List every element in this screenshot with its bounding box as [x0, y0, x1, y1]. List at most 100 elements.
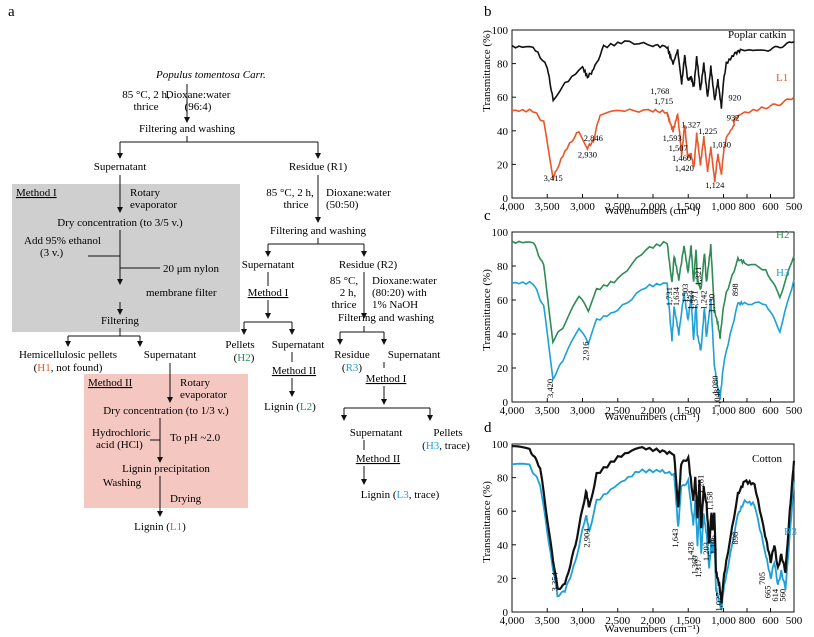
- y-tick-label: 40: [497, 540, 509, 552]
- series-cotton-line: [511, 445, 796, 604]
- residue-r3: Residue: [334, 349, 370, 361]
- xlabel-d: Wavenumbers (cm⁻¹): [604, 623, 700, 635]
- peak-label: 1,281: [696, 475, 706, 494]
- rotary2: Rotary: [180, 377, 210, 389]
- peak-label: 3,354: [550, 571, 560, 591]
- peak-label: 2,904: [581, 528, 591, 548]
- pellets-h3-code: (H3, trace): [422, 440, 470, 452]
- peak-label: 1,593: [663, 133, 682, 143]
- peak-label: 3,415: [544, 173, 563, 183]
- r2-left3: thrice: [331, 299, 356, 311]
- y-tick-label: 20: [497, 159, 509, 171]
- r1-right: Dioxane:water: [326, 187, 391, 199]
- x-tick-label: 500: [786, 405, 803, 417]
- ticks-b: 0 20 40 60 80 100 4,000 3,500 3,000 2,500 2,000 1,5…: [492, 25, 803, 213]
- panel-letter-c: c: [484, 208, 491, 224]
- peak-label: 2,930: [578, 150, 597, 160]
- peak-label: 1,124: [705, 180, 725, 190]
- y-tick-label: 100: [492, 439, 509, 451]
- x-tick-label: 3,000: [570, 405, 595, 417]
- residue-r3-code: (R3): [342, 362, 363, 374]
- x-tick-label: 800: [739, 405, 756, 417]
- peak-label: 898: [730, 283, 740, 296]
- y-tick-label: 100: [492, 25, 509, 37]
- r2-right3: 1% NaOH: [372, 299, 418, 311]
- peak-label: 1,321: [693, 267, 703, 286]
- drying-label: Drying: [170, 493, 202, 505]
- r2-right1: Dioxane:water: [372, 275, 437, 287]
- peak-label: 1,203: [701, 542, 711, 561]
- dryconc1: Dry concentration (to 3/5 v.): [57, 217, 183, 229]
- method-i-box: [12, 184, 240, 332]
- x-tick-label: 3,500: [535, 615, 560, 627]
- y-tick-label: 20: [497, 573, 509, 585]
- supernatant3: Supernatant: [242, 259, 295, 271]
- ylabel-b: Transmittance (%): [481, 30, 493, 112]
- r2-left1: 85 °C,: [330, 275, 358, 287]
- y-tick-label: 60: [497, 506, 509, 518]
- x-tick-label: 600: [762, 201, 779, 213]
- peak-label: 1,460: [672, 153, 691, 163]
- x-tick-label: 1,500: [676, 615, 701, 627]
- nylon1: 20 μm nylon: [163, 263, 220, 275]
- panel-letter-a: a: [8, 4, 15, 20]
- x-tick-label: 2,000: [641, 201, 666, 213]
- x-tick-label: 1,000: [711, 201, 736, 213]
- legend-h2: H2: [776, 229, 789, 241]
- legend-l1: L1: [776, 72, 788, 84]
- x-tick-label: 4,000: [500, 201, 525, 213]
- y-tick-label: 40: [497, 126, 509, 138]
- method2b-label: Method II: [272, 365, 317, 377]
- peak-label: 3,420: [545, 379, 555, 398]
- y-tick-label: 0: [503, 397, 509, 409]
- x-tick-label: 1,500: [676, 201, 701, 213]
- peak-label: 1,503: [680, 284, 690, 303]
- peak-label: 665: [763, 585, 773, 598]
- residue1: Residue (R1): [289, 161, 348, 173]
- lignin-precip: Lignin precipitation: [122, 463, 210, 475]
- supernatant2: Supernatant: [144, 349, 197, 361]
- y-tick-label: 80: [497, 261, 509, 273]
- ethanol1: Add 95% ethanol: [24, 235, 101, 247]
- x-tick-label: 3,500: [535, 405, 560, 417]
- peak-label: 1,327: [681, 119, 700, 129]
- supernatant1: Supernatant: [94, 161, 147, 173]
- peak-label: 920: [728, 93, 741, 103]
- y-tick-label: 60: [497, 295, 509, 307]
- ftir-chart-b: b 0 20 40 60 80 100 4,000 3,500 3,000 2,500 2,000 1…: [481, 4, 803, 217]
- ethanol2: (3 v.): [40, 247, 63, 259]
- peak-label: 1,158: [704, 492, 714, 511]
- peak-label: 932: [727, 113, 740, 123]
- lignin-l3: Lignin (L3, trace): [361, 489, 440, 501]
- x-tick-label: 500: [786, 201, 803, 213]
- series-h2-line: [511, 240, 795, 345]
- method-ii-box: [84, 374, 248, 508]
- ylabel-d: Transmittance (%): [481, 481, 493, 563]
- ph-label: To pH ~2.0: [170, 432, 221, 444]
- series-h3-line: [511, 279, 795, 400]
- r1-right2: (50:50): [326, 199, 359, 211]
- dryconc2: Dry concentration (to 1/3 v.): [103, 405, 229, 417]
- x-tick-label: 1,500: [676, 405, 701, 417]
- r2-left2: 2 h,: [340, 287, 357, 299]
- peak-label: 1,715: [654, 96, 673, 106]
- step1-left2: thrice: [133, 101, 158, 113]
- peak-label: 1,428: [685, 542, 695, 561]
- pellets-h2-code: (H2): [234, 352, 255, 364]
- ftir-chart-c: c 0 20 40 60 80 100 4,000 3,500 3,000 2,500 2,000 1…: [481, 208, 803, 423]
- peak-label: 1,048: [712, 389, 722, 408]
- y-tick-label: 20: [497, 363, 509, 375]
- method2-label: Method II: [88, 377, 133, 389]
- x-tick-label: 1,000: [711, 615, 736, 627]
- series-l1-line: [511, 96, 795, 183]
- x-tick-label: 2,500: [605, 405, 630, 417]
- x-tick-label: 500: [786, 615, 803, 627]
- washing-label: Washing: [103, 477, 142, 489]
- hemi-pellets: Hemicellulosic pellets: [19, 349, 117, 361]
- r1-left: 85 °C, 2 h,: [266, 187, 314, 199]
- peak-label: 898: [730, 532, 740, 545]
- r1-left2: thrice: [283, 199, 308, 211]
